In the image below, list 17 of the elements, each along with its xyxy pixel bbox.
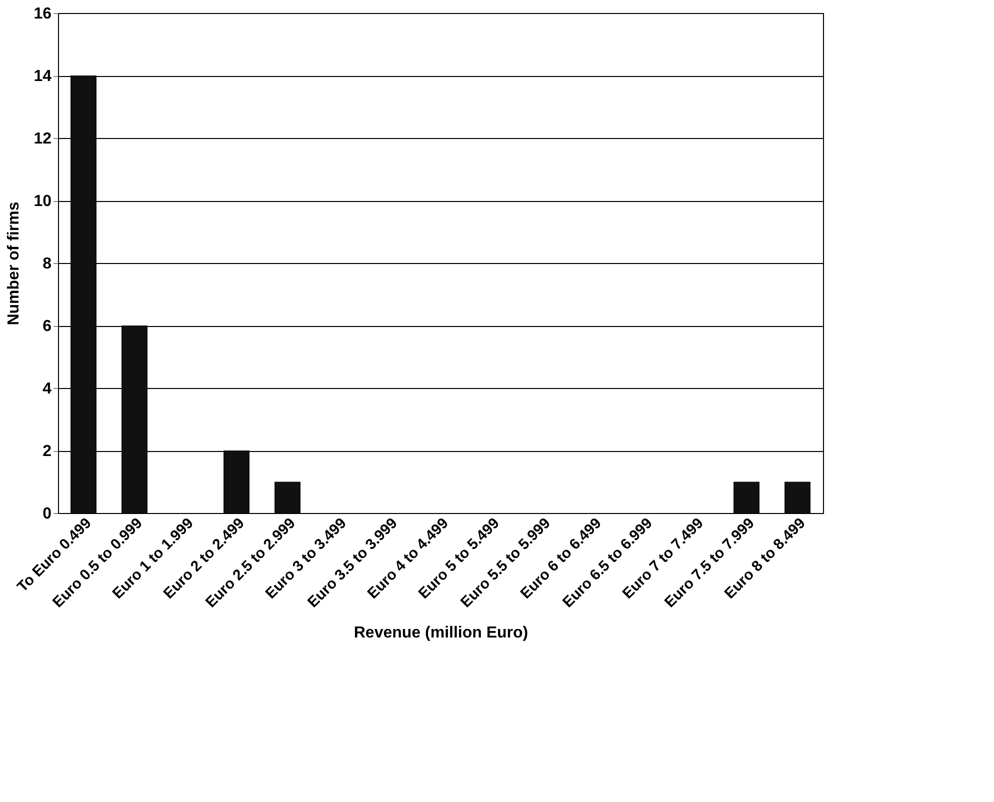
y-tick-label: 14 bbox=[34, 68, 52, 85]
y-axis-title: Number of firms bbox=[6, 202, 23, 326]
y-tick-label: 10 bbox=[34, 193, 52, 210]
y-tick-label: 12 bbox=[34, 130, 52, 148]
bar bbox=[122, 326, 148, 513]
bar bbox=[784, 482, 810, 513]
x-axis-title: Revenue (million Euro) bbox=[354, 624, 528, 642]
y-tick-label: 8 bbox=[42, 256, 52, 272]
y-tick-label: 6 bbox=[42, 318, 52, 335]
y-tick-label: 0 bbox=[42, 506, 52, 522]
y-tick-label: 4 bbox=[42, 380, 52, 398]
bar bbox=[70, 76, 96, 513]
y-tick-label: 16 bbox=[34, 6, 52, 22]
bar bbox=[734, 482, 760, 513]
y-tick-label: 2 bbox=[42, 443, 52, 460]
bar bbox=[224, 450, 250, 513]
bar bbox=[274, 482, 300, 513]
